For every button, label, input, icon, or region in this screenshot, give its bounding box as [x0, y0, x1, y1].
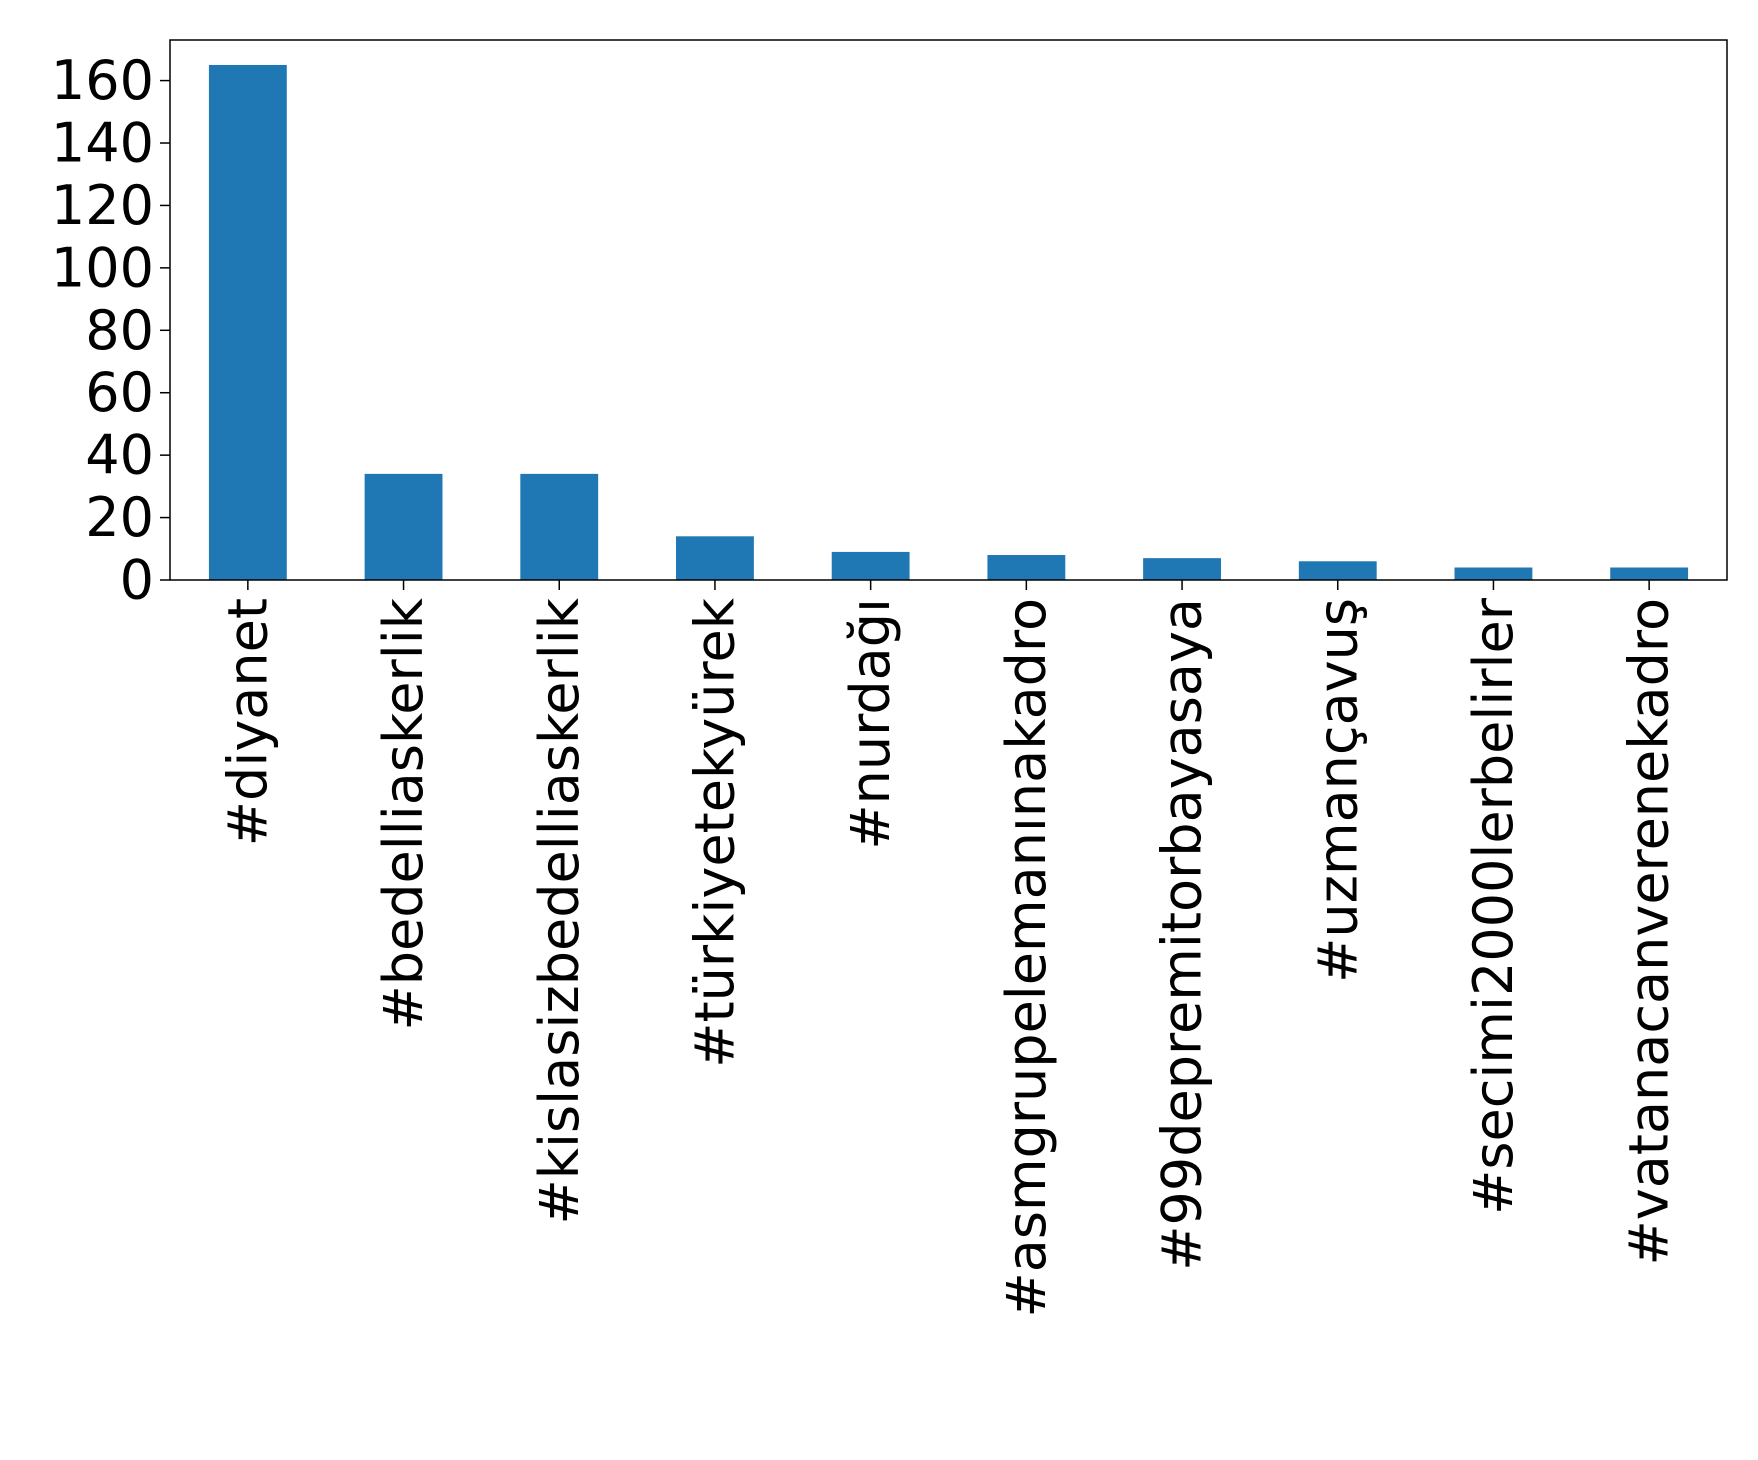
- x-tick-label: #uzmançavuş: [1306, 598, 1369, 983]
- bar: [1454, 567, 1533, 580]
- y-tick-label: 80: [85, 299, 154, 362]
- y-tick-label: 0: [120, 549, 154, 612]
- x-tick-label: #türkiyetekyürek: [683, 597, 746, 1067]
- bar: [208, 64, 287, 581]
- x-tick-label: #bedelliaskerlik: [372, 597, 435, 1030]
- x-axis: #diyanet #bedelliaskerlik #kislasizbedelli…: [216, 580, 1681, 1317]
- bar: [831, 551, 910, 580]
- y-tick-label: 100: [51, 236, 154, 299]
- bar: [364, 473, 443, 580]
- y-tick-label: 120: [51, 174, 154, 237]
- y-tick-label: 20: [85, 486, 154, 549]
- bar: [1610, 567, 1689, 580]
- bar: [1143, 558, 1221, 580]
- y-tick-label: 160: [51, 49, 154, 112]
- x-tick-label: #vatanacanverenekadro: [1618, 598, 1681, 1266]
- x-tick-label: #nurdağı: [839, 598, 902, 850]
- y-tick-label: 60: [85, 361, 154, 424]
- y-tick-label: 140: [51, 112, 154, 175]
- x-tick-label: #kislasizbedelliaskerlik: [528, 597, 591, 1224]
- x-tick-label: #99depremitorbayasaya: [1151, 598, 1214, 1271]
- x-tick-label: #diyanet: [216, 598, 279, 846]
- bar: [676, 536, 754, 580]
- bar: [1298, 561, 1377, 580]
- bar: [987, 555, 1066, 580]
- plot-frame: [169, 39, 1728, 581]
- x-tick-label: #asmgrupelemanınakadro: [995, 598, 1058, 1317]
- bar: [520, 473, 599, 580]
- bars: [208, 64, 1689, 581]
- x-tick-label: #secimi2000lerbelirler: [1462, 597, 1525, 1215]
- y-tick-label: 40: [85, 424, 154, 487]
